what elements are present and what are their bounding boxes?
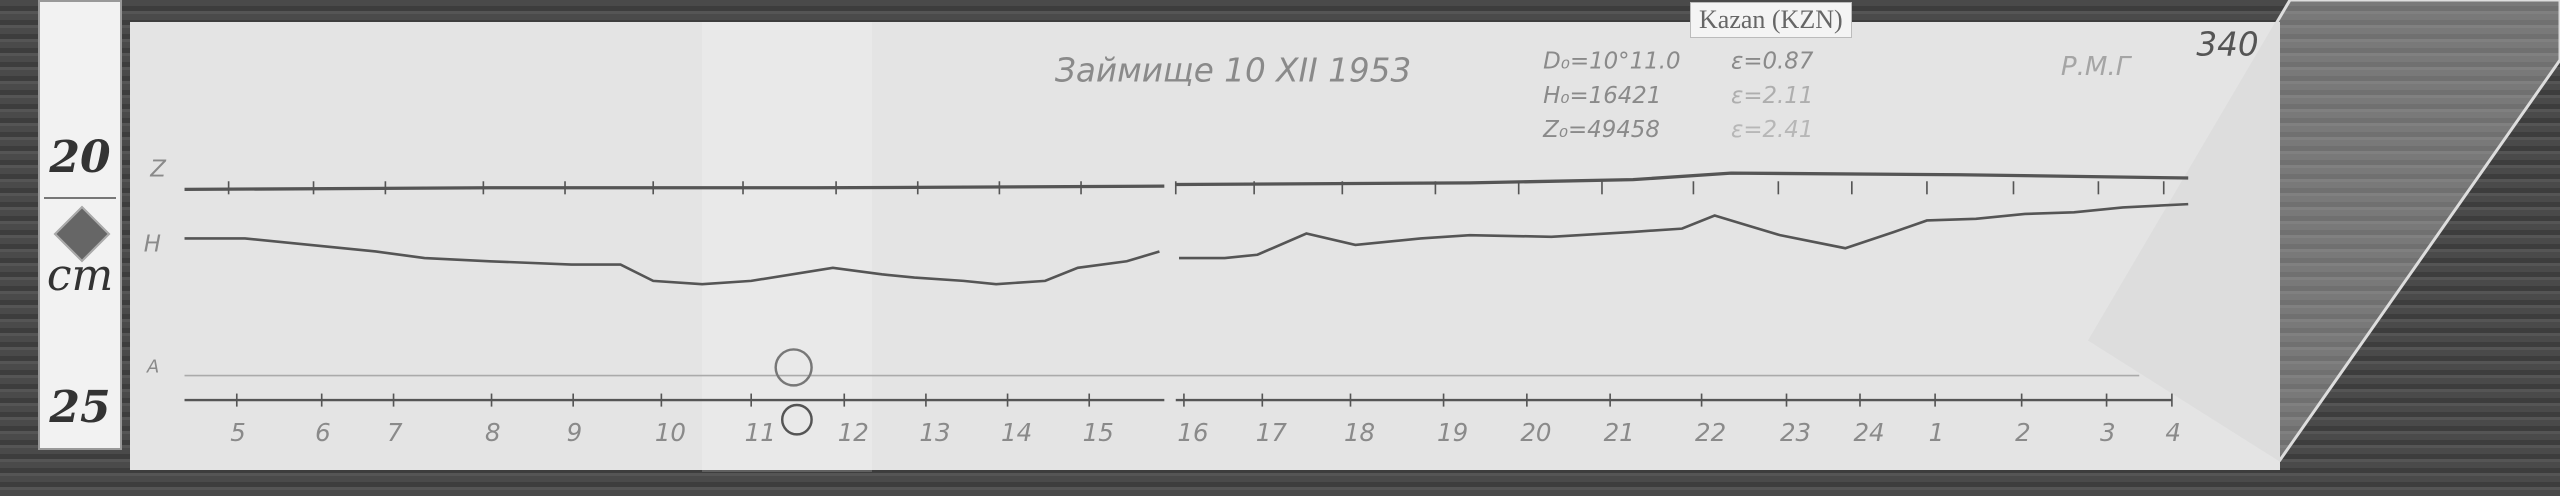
h-trace xyxy=(184,237,1160,286)
baseline-d0: D₀=10°11.0 xyxy=(1543,49,1680,75)
hour-label: 9 xyxy=(567,418,583,447)
hour-label: 10 xyxy=(655,418,686,447)
z-trace xyxy=(184,184,1165,192)
scale-value-h: ε=2.11 xyxy=(1731,83,1813,109)
hour-label: 6 xyxy=(315,418,331,447)
station-label: Kazan (KZN) xyxy=(1690,2,1852,38)
baseline-h0: H₀=16421 xyxy=(1543,83,1661,109)
magnetogram-sheet xyxy=(130,22,2280,470)
ruler-divider xyxy=(44,197,116,199)
hour-label: 11 xyxy=(745,418,776,447)
corner-mark: Р.М.Г xyxy=(2061,52,2133,82)
hour-label: 20 xyxy=(1520,418,1551,447)
glass-plate xyxy=(2087,0,2560,463)
hour-label: 1 xyxy=(1929,418,1945,447)
hour-label: 14 xyxy=(1001,418,1032,447)
ruler-mark-top: 20 xyxy=(49,132,111,183)
trace-label-h: H xyxy=(144,231,161,257)
sheet-number: 340 xyxy=(2196,26,2258,64)
scale-value-d: ε=0.87 xyxy=(1731,49,1814,75)
trace-label-a: A xyxy=(146,356,159,377)
ruler-unit: cm xyxy=(46,250,114,301)
h-trace-right xyxy=(1179,202,2189,260)
hour-label: 24 xyxy=(1853,418,1884,447)
hour-label: 15 xyxy=(1083,418,1114,447)
circle-mark xyxy=(774,348,813,387)
ruler-mark-bottom: 25 xyxy=(49,382,111,433)
z-trace-right xyxy=(1175,171,2189,187)
hour-label: 13 xyxy=(919,418,950,447)
hour-label: 17 xyxy=(1256,418,1288,447)
hour-label: 2 xyxy=(2015,418,2031,447)
circle-mark xyxy=(780,403,813,436)
scale-value-z: ε=2.41 xyxy=(1731,117,1813,143)
hour-label: 16 xyxy=(1177,418,1208,447)
hour-label: 5 xyxy=(230,418,246,447)
record-title: Займище 10 XII 1953 xyxy=(1055,52,1411,90)
hour-label: 23 xyxy=(1780,418,1811,447)
hour-label: 3 xyxy=(2100,418,2116,447)
hour-label: 18 xyxy=(1344,418,1375,447)
scale-ruler: 20 cm 25 xyxy=(38,0,122,450)
trace-label-z: Z xyxy=(149,156,167,182)
hour-label: 12 xyxy=(838,418,869,447)
hour-label: 8 xyxy=(485,418,501,447)
hour-label: 7 xyxy=(387,418,403,447)
overlap-strip xyxy=(702,22,872,472)
baseline-z0: Z₀=49458 xyxy=(1542,117,1660,143)
hour-label: 21 xyxy=(1604,418,1635,447)
hour-label: 22 xyxy=(1695,418,1726,447)
hour-label: 4 xyxy=(2165,418,2181,447)
hour-label: 19 xyxy=(1437,418,1468,447)
